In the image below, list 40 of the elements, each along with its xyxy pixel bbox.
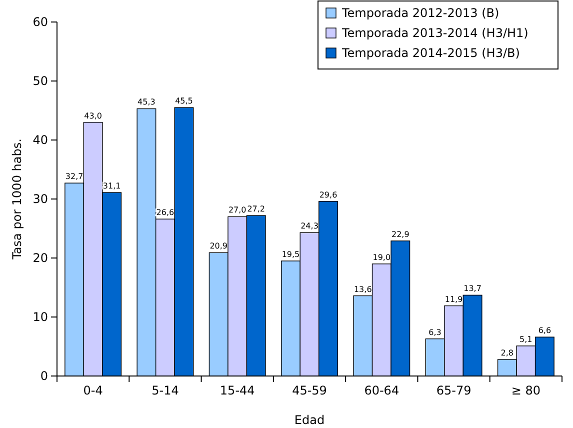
data-label: 11,9 — [444, 294, 463, 304]
data-label: 19,0 — [372, 252, 391, 262]
data-label: 45,3 — [138, 98, 156, 107]
legend-label: Temporada 2012-2013 (B) — [341, 6, 500, 20]
data-label: 13,6 — [354, 284, 372, 294]
data-label: 24,3 — [300, 222, 318, 231]
data-label: 45,5 — [175, 96, 193, 106]
data-label: 6,6 — [538, 326, 552, 336]
x-tick-label: 15-44 — [220, 384, 255, 398]
x-tick-label: 60-64 — [364, 384, 400, 398]
x-tick-label: 45-59 — [292, 384, 327, 398]
data-label: 43,0 — [84, 111, 102, 120]
x-tick-label: 5-14 — [152, 384, 179, 398]
x-tick-label: 0-4 — [83, 384, 103, 398]
data-label: 19,5 — [282, 250, 300, 259]
data-label: 32,7 — [65, 172, 84, 182]
y-tick-label: 0 — [40, 368, 48, 383]
y-tick-label: 60 — [32, 14, 48, 29]
y-axis-title: Tasa por 1000 habs. — [10, 138, 24, 260]
x-tick-label: 65-79 — [436, 384, 472, 398]
y-tick-label: 50 — [32, 74, 48, 88]
legend-label: Temporada 2014-2015 (H3/B) — [341, 46, 520, 60]
data-label: 20,9 — [210, 242, 228, 251]
x-axis-title: Edad — [294, 413, 325, 427]
y-tick-label: 10 — [32, 310, 48, 324]
data-label: 13,7 — [464, 284, 482, 294]
data-label: 5,1 — [520, 334, 532, 344]
data-label: 26,6 — [156, 208, 174, 218]
data-label: 6,3 — [428, 328, 442, 337]
legend-label: Temporada 2013-2014 (H3/H1) — [341, 26, 528, 40]
data-label: 29,6 — [319, 190, 338, 200]
data-label: 27,2 — [247, 204, 266, 214]
y-tick-label: 40 — [32, 132, 48, 147]
data-label: 31,1 — [102, 182, 121, 191]
y-tick-label: 20 — [32, 250, 48, 265]
y-tick-label: 30 — [32, 192, 48, 206]
x-tick-label: ≥ 80 — [511, 384, 540, 398]
data-label: 22,9 — [391, 230, 410, 239]
data-label: 2,8 — [500, 348, 514, 358]
data-label: 27,0 — [228, 206, 246, 215]
